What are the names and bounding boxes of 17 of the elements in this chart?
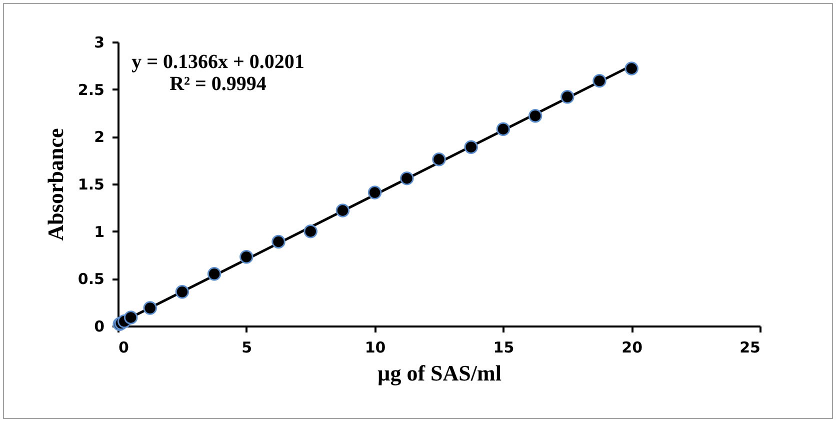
y-tick-label: 2.5	[78, 80, 104, 99]
y-tick-label: 0.5	[78, 270, 104, 288]
x-tick-label: 10	[364, 338, 386, 356]
y-tick-label: 2	[94, 128, 104, 146]
annotation: y = 0.1366x + 0.0201	[132, 51, 304, 73]
x-tick-label: 5	[242, 338, 252, 356]
y-tick-label: 1.5	[78, 176, 104, 194]
y-tick-label: 1	[94, 222, 104, 241]
y-tick-label: 0	[94, 318, 104, 336]
x-tick-label: 0	[118, 338, 129, 356]
y-axis-title: Absorbance	[42, 128, 68, 241]
x-axis-title: µg of SAS/ml	[378, 360, 502, 386]
annotation: R² = 0.9994	[170, 73, 266, 95]
y-tick-label: 3	[94, 34, 104, 52]
x-tick-label: 25	[740, 338, 760, 356]
x-tick-label: 15	[493, 338, 514, 356]
x-tick-label: 20	[622, 338, 643, 356]
